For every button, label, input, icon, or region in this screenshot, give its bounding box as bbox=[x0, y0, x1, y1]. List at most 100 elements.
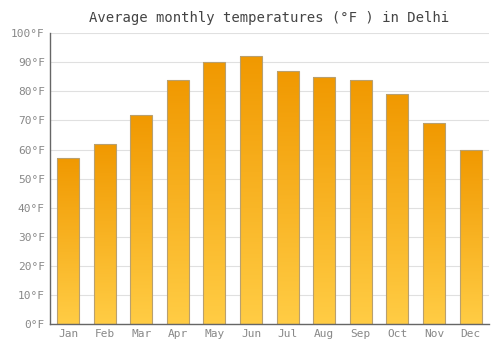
Title: Average monthly temperatures (°F ) in Delhi: Average monthly temperatures (°F ) in De… bbox=[89, 11, 450, 25]
Bar bbox=[167, 117, 189, 118]
Bar bbox=[130, 234, 152, 235]
Bar bbox=[167, 294, 189, 295]
Bar bbox=[130, 154, 152, 155]
Bar bbox=[130, 274, 152, 275]
Bar bbox=[460, 259, 481, 260]
Bar bbox=[57, 183, 79, 184]
Bar bbox=[167, 125, 189, 126]
Bar bbox=[350, 208, 372, 209]
Bar bbox=[423, 238, 445, 239]
Bar bbox=[94, 248, 116, 249]
Bar bbox=[130, 220, 152, 222]
Bar bbox=[350, 85, 372, 86]
Bar bbox=[350, 209, 372, 210]
Bar bbox=[350, 204, 372, 205]
Bar bbox=[313, 77, 335, 78]
Bar bbox=[460, 210, 481, 211]
Bar bbox=[204, 111, 226, 112]
Bar bbox=[460, 180, 481, 181]
Bar bbox=[423, 131, 445, 132]
Bar bbox=[204, 261, 226, 262]
Bar bbox=[130, 128, 152, 129]
Bar bbox=[167, 304, 189, 306]
Bar bbox=[57, 239, 79, 240]
Bar bbox=[423, 194, 445, 195]
Bar bbox=[167, 226, 189, 228]
Bar bbox=[460, 181, 481, 182]
Bar bbox=[313, 308, 335, 309]
Bar bbox=[240, 198, 262, 200]
Bar bbox=[204, 229, 226, 230]
Bar bbox=[423, 322, 445, 323]
Bar bbox=[94, 202, 116, 203]
Bar bbox=[167, 264, 189, 265]
Bar bbox=[350, 215, 372, 217]
Bar bbox=[94, 152, 116, 153]
Bar bbox=[423, 139, 445, 140]
Bar bbox=[57, 229, 79, 230]
Bar bbox=[386, 308, 408, 309]
Bar bbox=[276, 160, 298, 161]
Bar bbox=[204, 78, 226, 79]
Bar bbox=[204, 134, 226, 135]
Bar bbox=[313, 225, 335, 226]
Bar bbox=[350, 291, 372, 292]
Bar bbox=[130, 214, 152, 215]
Bar bbox=[130, 171, 152, 172]
Bar bbox=[130, 115, 152, 116]
Bar bbox=[204, 62, 226, 64]
Bar bbox=[423, 160, 445, 161]
Bar bbox=[350, 289, 372, 290]
Bar bbox=[423, 226, 445, 227]
Bar bbox=[423, 219, 445, 220]
Bar bbox=[240, 273, 262, 274]
Bar bbox=[130, 223, 152, 224]
Bar bbox=[313, 219, 335, 220]
Bar bbox=[350, 190, 372, 191]
Bar bbox=[94, 277, 116, 278]
Bar bbox=[57, 270, 79, 271]
Bar bbox=[204, 289, 226, 290]
Bar bbox=[386, 257, 408, 259]
Bar bbox=[386, 285, 408, 286]
Bar bbox=[130, 245, 152, 246]
Bar bbox=[313, 87, 335, 88]
Bar bbox=[460, 306, 481, 307]
Bar bbox=[460, 295, 481, 296]
Bar bbox=[386, 159, 408, 160]
Bar bbox=[130, 189, 152, 190]
Bar bbox=[350, 126, 372, 127]
Bar bbox=[57, 198, 79, 199]
Bar bbox=[276, 86, 298, 88]
Bar bbox=[386, 323, 408, 324]
Bar bbox=[204, 120, 226, 121]
Bar bbox=[313, 152, 335, 153]
Bar bbox=[386, 131, 408, 132]
Bar bbox=[386, 320, 408, 321]
Bar bbox=[130, 258, 152, 259]
Bar bbox=[57, 199, 79, 200]
Bar bbox=[423, 319, 445, 320]
Bar bbox=[240, 213, 262, 214]
Bar bbox=[130, 239, 152, 240]
Bar bbox=[130, 240, 152, 241]
Bar bbox=[94, 307, 116, 308]
Bar bbox=[204, 185, 226, 187]
Bar bbox=[313, 88, 335, 89]
Bar bbox=[313, 229, 335, 230]
Bar bbox=[94, 212, 116, 213]
Bar bbox=[386, 278, 408, 279]
Bar bbox=[313, 206, 335, 208]
Bar bbox=[94, 239, 116, 240]
Bar bbox=[423, 271, 445, 272]
Bar bbox=[313, 119, 335, 120]
Bar bbox=[313, 82, 335, 83]
Bar bbox=[204, 110, 226, 111]
Bar bbox=[350, 292, 372, 294]
Bar bbox=[240, 121, 262, 122]
Bar bbox=[386, 145, 408, 146]
Bar bbox=[386, 123, 408, 124]
Bar bbox=[57, 160, 79, 161]
Bar bbox=[276, 166, 298, 167]
Bar bbox=[423, 311, 445, 312]
